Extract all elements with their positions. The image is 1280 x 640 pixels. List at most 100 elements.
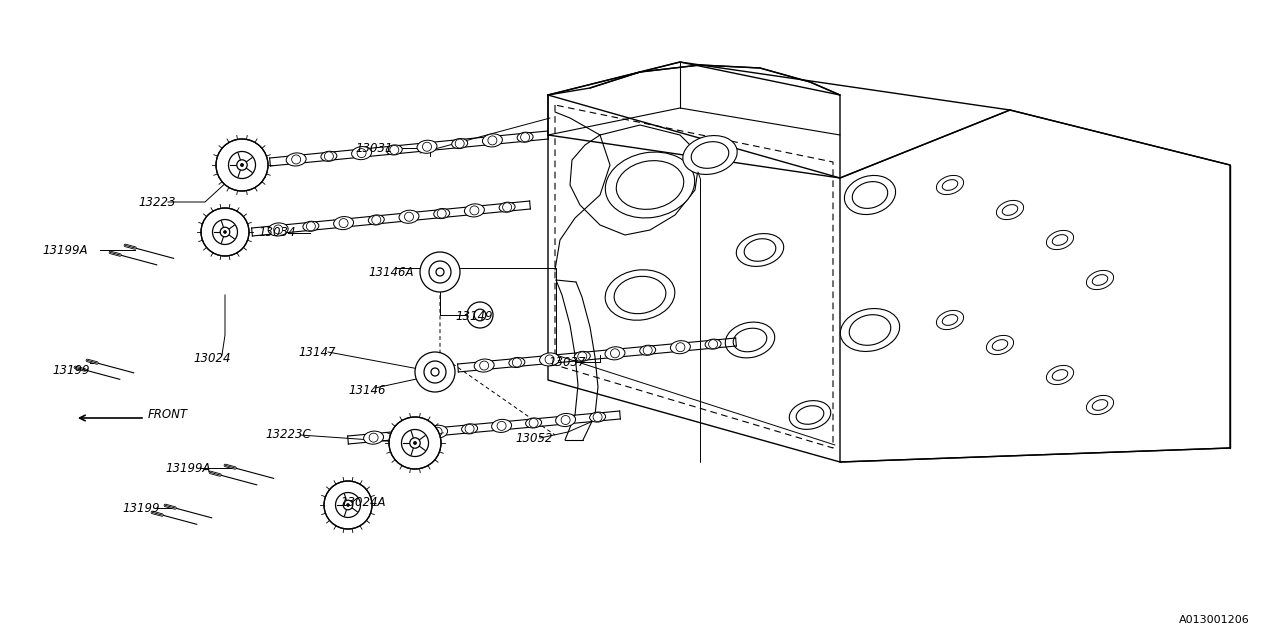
Circle shape [611, 349, 620, 358]
Text: 13223C: 13223C [265, 429, 311, 442]
Circle shape [438, 209, 447, 218]
Circle shape [228, 152, 256, 179]
Circle shape [429, 261, 451, 283]
Circle shape [512, 358, 521, 367]
Circle shape [357, 148, 366, 157]
Circle shape [577, 352, 586, 361]
Circle shape [422, 142, 431, 151]
Ellipse shape [849, 315, 891, 346]
Ellipse shape [474, 359, 494, 372]
Ellipse shape [671, 340, 690, 354]
Circle shape [292, 155, 301, 164]
Text: 13146A: 13146A [369, 266, 413, 278]
Ellipse shape [605, 347, 625, 360]
Ellipse shape [334, 216, 353, 230]
Ellipse shape [369, 215, 384, 225]
Circle shape [470, 206, 479, 215]
Ellipse shape [852, 182, 888, 209]
Circle shape [709, 340, 718, 349]
Circle shape [529, 419, 538, 428]
Text: 13024A: 13024A [340, 497, 385, 509]
Ellipse shape [682, 136, 737, 175]
Ellipse shape [499, 202, 515, 212]
Circle shape [237, 160, 247, 170]
Ellipse shape [992, 340, 1007, 350]
Ellipse shape [303, 221, 319, 231]
Text: 13031: 13031 [355, 141, 393, 154]
Circle shape [212, 220, 238, 244]
Text: 13147: 13147 [298, 346, 335, 358]
Ellipse shape [287, 153, 306, 166]
Ellipse shape [705, 339, 721, 349]
Circle shape [335, 493, 361, 518]
Circle shape [216, 139, 268, 191]
Circle shape [561, 415, 570, 424]
Ellipse shape [1087, 396, 1114, 415]
Circle shape [467, 302, 493, 328]
Circle shape [201, 208, 250, 256]
Circle shape [389, 417, 442, 469]
Text: 13034: 13034 [259, 227, 296, 239]
Ellipse shape [616, 161, 684, 209]
Circle shape [431, 368, 439, 376]
Circle shape [339, 219, 348, 228]
Ellipse shape [841, 308, 900, 351]
Circle shape [402, 429, 429, 456]
Ellipse shape [1052, 235, 1068, 245]
Text: 13223: 13223 [138, 195, 175, 209]
Ellipse shape [796, 406, 824, 424]
Circle shape [480, 361, 489, 370]
Circle shape [241, 163, 243, 166]
Ellipse shape [1046, 365, 1074, 385]
Ellipse shape [509, 358, 525, 367]
Ellipse shape [845, 175, 896, 214]
Circle shape [343, 500, 353, 510]
Ellipse shape [556, 413, 576, 426]
Ellipse shape [1087, 271, 1114, 289]
Ellipse shape [387, 145, 402, 155]
Ellipse shape [1092, 399, 1107, 410]
Ellipse shape [1092, 275, 1107, 285]
Circle shape [415, 352, 454, 392]
Text: 13199A: 13199A [165, 461, 210, 474]
Ellipse shape [434, 209, 449, 219]
Ellipse shape [614, 276, 666, 314]
Circle shape [488, 136, 497, 145]
Ellipse shape [540, 353, 559, 366]
Ellipse shape [269, 223, 288, 236]
Circle shape [401, 430, 410, 439]
Circle shape [521, 132, 530, 141]
Circle shape [410, 438, 420, 448]
Ellipse shape [605, 152, 695, 218]
Ellipse shape [640, 345, 655, 355]
Text: 13199: 13199 [122, 502, 160, 515]
Ellipse shape [465, 204, 484, 217]
Circle shape [390, 145, 399, 154]
Ellipse shape [942, 315, 957, 325]
Ellipse shape [590, 412, 605, 422]
Ellipse shape [483, 134, 502, 147]
Ellipse shape [790, 401, 831, 429]
Ellipse shape [987, 335, 1014, 355]
Ellipse shape [462, 424, 477, 434]
Text: 13199A: 13199A [42, 243, 87, 257]
Text: 13146: 13146 [348, 383, 385, 397]
Ellipse shape [726, 322, 774, 358]
Circle shape [413, 442, 416, 445]
Ellipse shape [1002, 205, 1018, 215]
Ellipse shape [1052, 370, 1068, 380]
Ellipse shape [942, 180, 957, 190]
Circle shape [220, 227, 230, 237]
Text: 13052: 13052 [515, 431, 553, 445]
Ellipse shape [937, 175, 964, 195]
Ellipse shape [398, 429, 413, 440]
Ellipse shape [321, 151, 337, 161]
Circle shape [369, 433, 378, 442]
Circle shape [420, 252, 460, 292]
Ellipse shape [575, 351, 590, 362]
Circle shape [503, 203, 512, 212]
Text: 13037: 13037 [548, 355, 585, 369]
Text: 13199: 13199 [52, 364, 90, 376]
Circle shape [324, 481, 372, 529]
Circle shape [497, 421, 506, 430]
